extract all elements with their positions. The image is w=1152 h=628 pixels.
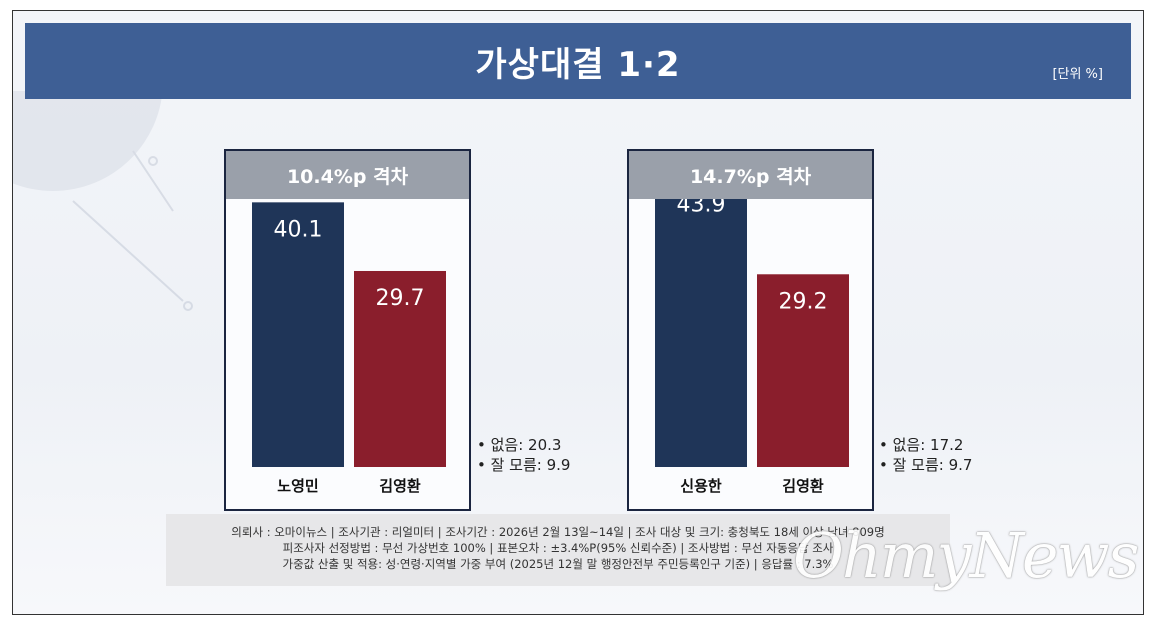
bar-1	[655, 199, 747, 467]
footer-line-2: 피조사자 선정방법 : 무선 가상번호 100% | 표본오차 : ±3.4%P…	[282, 541, 834, 555]
unit-label: [단위 %]	[1052, 67, 1103, 82]
note-unknown: • 잘 모름: 9.9	[477, 456, 571, 474]
footer-line-1: 의뢰사 : 오마이뉴스 | 조사기관 : 리얼미터 | 조사기간 : 2026년…	[231, 525, 885, 539]
bar-value-label: 40.1	[274, 217, 323, 242]
side-notes-2: • 없음: 17.2 • 잘 모름: 9.7	[879, 435, 972, 475]
candidate-label: 노영민	[277, 477, 318, 495]
gap-header: 14.7%p 격차	[629, 151, 872, 199]
gap-header: 10.4%p 격차	[226, 151, 469, 199]
footer-line-3: 가중값 산출 및 적용: 성·연령·지역별 가중 부여 (2025년 12월 말…	[282, 557, 834, 571]
candidate-label: 김영환	[782, 477, 824, 495]
note-none: • 없음: 17.2	[879, 436, 964, 454]
bar-value-label: 43.9	[677, 199, 726, 217]
bar-2	[757, 274, 849, 467]
chart-title: 가상대결 1·2	[475, 45, 681, 85]
title-bar: 가상대결 1·2 [단위 %]	[25, 23, 1131, 99]
survey-methodology: 의뢰사 : 오마이뉴스 | 조사기관 : 리얼미터 | 조사기간 : 2026년…	[166, 514, 950, 586]
bar-1	[252, 202, 344, 467]
background-decoration	[13, 91, 193, 311]
bar-chart-2: 43.9 신용한 29.2 김영환	[655, 199, 849, 495]
matchup-panel-1: 10.4%p 격차 40.1 노영민 29.7 김영환	[224, 149, 471, 511]
note-none: • 없음: 20.3	[477, 436, 562, 454]
matchup-panel-2: 14.7%p 격차 43.9 신용한 29.2 김영환	[627, 149, 874, 511]
bar-value-label: 29.2	[779, 289, 828, 314]
ohmynews-logo: OhmyNews	[793, 519, 1139, 592]
candidate-label: 신용한	[680, 477, 722, 495]
candidate-label: 김영환	[379, 477, 421, 495]
side-notes-1: • 없음: 20.3 • 잘 모름: 9.9	[477, 435, 570, 475]
bar-value-label: 29.7	[376, 286, 425, 311]
bar-chart-1: 40.1 노영민 29.7 김영환	[252, 202, 446, 495]
chart-frame: 가상대결 1·2 [단위 %] 10.4%p 격차 40.1 노영민 29.7 김영환…	[12, 10, 1144, 615]
note-unknown: • 잘 모름: 9.7	[879, 456, 973, 474]
bar-2	[354, 270, 446, 467]
